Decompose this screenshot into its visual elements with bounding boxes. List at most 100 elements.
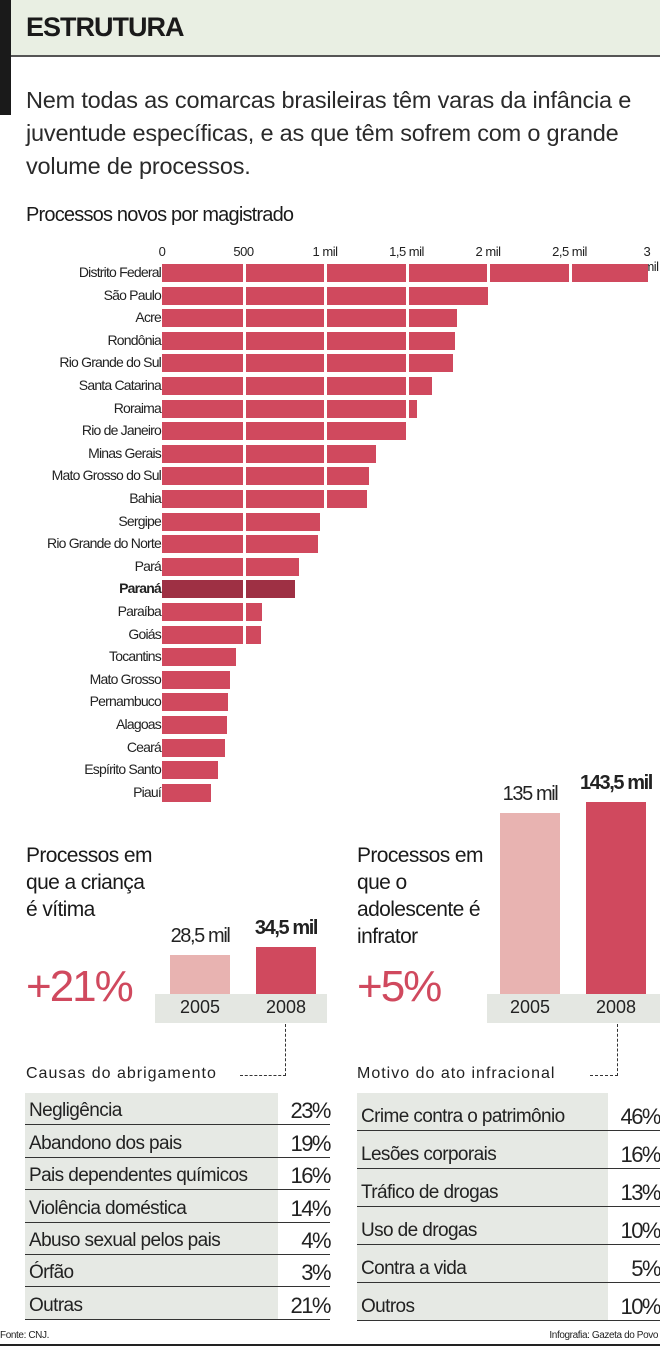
row-value: 46% xyxy=(620,1104,660,1129)
bar-gridline xyxy=(324,264,327,282)
bar xyxy=(586,802,646,994)
row-label: Órfão xyxy=(25,1254,278,1287)
connector-line xyxy=(617,1024,618,1076)
bar xyxy=(162,535,319,554)
bar-label-ceará: Ceará xyxy=(126,738,162,755)
bar-gridline xyxy=(405,264,409,282)
bar-label-paraná: Paraná xyxy=(119,580,162,597)
bar xyxy=(162,557,299,576)
bar-label-santa-catarina: Santa Catarina xyxy=(78,377,162,393)
bar-gridline xyxy=(242,512,246,531)
bar-gridline xyxy=(242,331,246,350)
connector-line xyxy=(285,1024,286,1076)
bar-gridline xyxy=(324,444,327,463)
bar-gridline xyxy=(405,422,409,441)
year-label: 2008 xyxy=(595,997,637,1017)
bar-label-mato-grosso-do-sul: Mato Grosso do Sul xyxy=(51,467,162,484)
data-label: 28,5 mil xyxy=(170,925,231,948)
chart-title: Processos novos por magistrado xyxy=(26,204,294,226)
bar-gridline xyxy=(242,286,246,305)
bar-gridline xyxy=(405,354,409,373)
bar-gridline xyxy=(487,264,490,282)
axis-tick-label: 1,5 mil xyxy=(389,244,424,259)
table-row: Negligência 23% xyxy=(25,1093,332,1126)
bar xyxy=(170,955,230,994)
bar-label-mato-grosso: Mato Grosso xyxy=(89,670,162,687)
data-label: 143,5 mil xyxy=(580,772,653,794)
axis-tick-label: 2 mil xyxy=(475,244,501,259)
bar xyxy=(162,512,321,531)
bar-gridline xyxy=(324,490,327,508)
bar-label-rio-grande-do-sul: Rio Grande do Sul xyxy=(59,354,161,371)
bar-gridline xyxy=(242,467,246,486)
bar xyxy=(162,580,295,599)
table-row: Lesões corporais 16% xyxy=(357,1131,660,1169)
bar-label-pará: Pará xyxy=(134,557,162,574)
table-title-causes: Causas do abrigamento xyxy=(26,1065,217,1082)
row-value: 3% xyxy=(301,1260,331,1286)
table-row: Tráfico de drogas 13% xyxy=(357,1169,660,1207)
row-label: Abandono dos pais xyxy=(25,1125,278,1157)
row-value: 10% xyxy=(620,1294,660,1319)
child-victim-change: +21% xyxy=(26,962,134,1011)
row-value: 21% xyxy=(290,1292,331,1318)
connector-line xyxy=(240,1075,286,1076)
bar-label-acre: Acre xyxy=(135,309,161,326)
row-label: Lesões corporais xyxy=(357,1131,608,1168)
bar-label-espírito-santo: Espírito Santo xyxy=(84,761,162,778)
bar-gridline xyxy=(324,309,327,328)
table-title-motives: Motivo do ato infracional xyxy=(357,1065,556,1082)
bar-gridline xyxy=(242,264,246,282)
bar-gridline xyxy=(324,399,327,418)
table-row: Abuso sexual pelos pais 4% xyxy=(25,1222,332,1255)
data-label: 34,5 mil xyxy=(254,917,319,939)
bar xyxy=(256,947,316,994)
bar-label-paraíba: Paraíba xyxy=(117,603,162,619)
intro-text: Nem todas as comarcas brasileiras têm va… xyxy=(26,87,632,179)
motives-table: Crime contra o patrimônio 46% Lesões corpo… xyxy=(357,1093,660,1321)
year-axis-band xyxy=(155,994,327,1023)
bar-gridline xyxy=(242,354,246,373)
row-label: Contra a vida xyxy=(357,1245,608,1282)
header-band xyxy=(0,0,660,57)
bar-label-tocantins: Tocantins xyxy=(109,648,162,665)
year-label: 2005 xyxy=(509,997,551,1017)
bar xyxy=(162,738,225,757)
bar xyxy=(162,264,648,282)
bar-label-rondônia: Rondônia xyxy=(107,331,161,348)
bar-gridline xyxy=(242,490,246,508)
row-label: Violência doméstica xyxy=(25,1190,278,1222)
table-row: Violência doméstica 14% xyxy=(25,1190,332,1223)
bar xyxy=(162,399,418,418)
row-label: Abuso sexual pelos pais xyxy=(25,1222,278,1254)
row-label: Uso de drogas xyxy=(357,1207,608,1244)
bar-label-distrito-federal: Distrito Federal xyxy=(78,264,162,280)
row-label: Crime contra o patrimônio xyxy=(357,1093,608,1130)
bar-gridline xyxy=(242,422,246,441)
bar xyxy=(162,309,458,328)
child-victim-title: Processos em que a criança é vítima xyxy=(26,844,152,921)
bar-gridline xyxy=(324,354,327,373)
bar-gridline xyxy=(324,331,327,350)
row-value: 16% xyxy=(290,1163,331,1189)
table-row: Outros 10% xyxy=(357,1283,660,1321)
bar-gridline xyxy=(405,309,409,328)
bar xyxy=(162,625,261,644)
bar-gridline xyxy=(405,377,409,395)
row-label: Tráfico de drogas xyxy=(357,1169,608,1206)
bar-gridline xyxy=(242,580,246,599)
bar-gridline xyxy=(242,444,246,463)
bar xyxy=(162,490,368,508)
bar-label-alagoas: Alagoas xyxy=(116,716,162,732)
row-value: 10% xyxy=(620,1218,660,1243)
credit-text: Infografia: Gazeta do Povo xyxy=(549,1330,658,1341)
bar-label-minas-gerais: Minas Gerais xyxy=(88,444,162,461)
bar xyxy=(162,603,263,621)
bar-label-bahia: Bahia xyxy=(129,490,162,506)
bar xyxy=(162,422,408,441)
table-row: Uso de drogas 10% xyxy=(357,1207,660,1245)
bar-gridline xyxy=(242,377,246,395)
table-row: Crime contra o patrimônio 46% xyxy=(357,1093,660,1131)
table-row: Pais dependentes químicos 16% xyxy=(25,1157,332,1191)
bar xyxy=(162,354,453,373)
